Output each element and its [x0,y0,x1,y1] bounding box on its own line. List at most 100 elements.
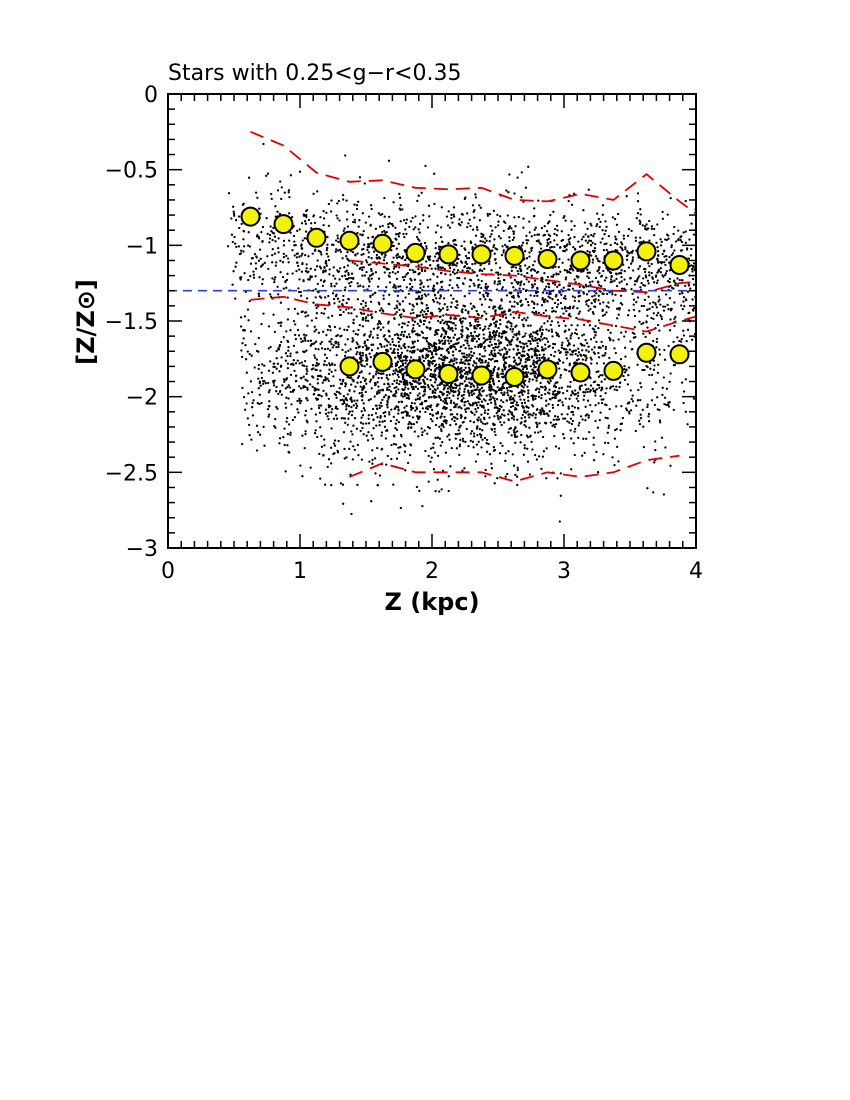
star-point [356,298,360,301]
star-point [528,251,531,254]
star-point [314,296,317,299]
star-point [242,245,246,248]
star-point [588,271,591,274]
star-point [566,385,569,388]
star-point [315,316,318,320]
star-point [650,316,653,320]
star-point [463,356,466,359]
star-point [291,272,294,275]
star-point [455,264,458,267]
star-point [558,520,561,523]
star-point [477,337,481,341]
star-point [427,341,430,345]
star-point [659,421,662,424]
star-point [491,229,494,232]
star-point [294,337,298,341]
star-point [518,395,521,398]
star-point [490,427,493,431]
star-point [551,396,554,400]
star-point [594,419,597,423]
star-point [358,392,361,395]
star-point [583,344,586,347]
star-point [549,246,552,249]
star-point [361,354,365,357]
star-point [360,370,363,373]
star-point [652,491,655,494]
star-point [672,340,675,344]
star-point [477,401,480,404]
star-point [578,421,581,425]
star-point [665,258,668,261]
star-point [549,379,552,383]
star-point [498,349,501,352]
star-point [536,387,539,390]
star-point [670,245,673,249]
star-point [290,403,293,406]
star-point [239,278,242,281]
star-point [608,356,611,360]
star-point [232,270,235,273]
star-point [317,348,320,351]
star-point [529,342,532,345]
star-point [334,369,337,372]
star-point [473,327,476,330]
star-point [536,290,540,293]
star-point [430,384,433,387]
star-point [298,397,301,400]
star-point [467,362,470,365]
star-point [555,334,559,337]
star-point [476,453,480,456]
star-point [402,372,405,375]
star-point [686,290,690,293]
star-point [449,305,453,308]
star-point [534,336,537,340]
star-point [684,241,688,245]
star-point [394,344,398,347]
star-point [462,397,465,400]
star-point [665,387,669,390]
star-point [454,416,457,419]
star-point [401,255,405,258]
star-point [296,359,299,362]
star-point [520,171,523,174]
star-point [413,278,417,281]
star-point [482,233,485,237]
star-point [558,351,562,355]
star-point [414,226,417,229]
star-point [454,382,457,386]
star-point [376,407,379,410]
star-point [405,336,409,339]
star-point [315,265,319,268]
star-point [407,387,410,390]
star-point [288,239,291,242]
star-point [498,266,502,269]
star-point [551,306,554,310]
star-point [602,453,605,456]
star-point [522,283,526,286]
star-point [673,301,676,304]
star-point [438,357,441,360]
star-point [449,339,453,343]
star-point [682,300,685,303]
star-point [490,233,493,236]
star-point [586,399,590,402]
star-point [390,408,393,411]
star-point [552,342,555,346]
star-point [523,250,527,253]
star-point [492,383,496,386]
star-point [354,346,358,350]
star-point [463,265,466,269]
star-point [442,314,445,317]
star-point [475,357,479,360]
star-point [627,373,630,377]
star-point [519,283,522,287]
star-point [413,270,416,273]
star-point [499,323,502,326]
star-point [486,294,489,298]
star-point [597,281,600,284]
star-point [333,439,337,442]
star-point [586,275,589,278]
star-point [507,191,510,194]
star-point [386,388,389,391]
star-point [322,210,325,213]
